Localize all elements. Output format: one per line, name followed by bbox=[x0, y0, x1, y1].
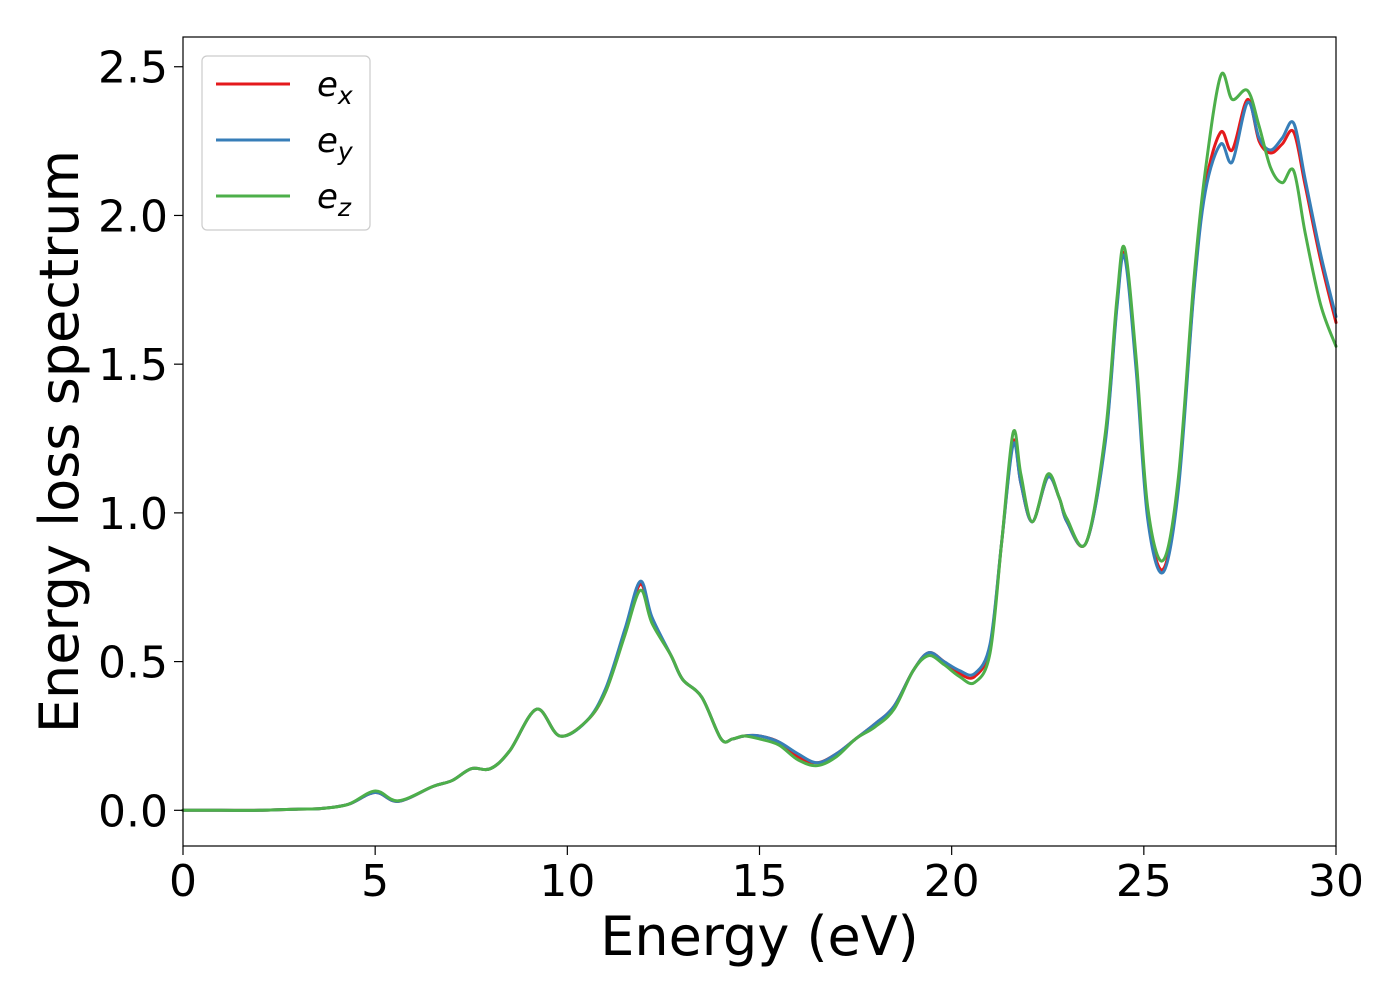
x-tick-label: 25 bbox=[1116, 856, 1172, 907]
x-tick-label: 30 bbox=[1308, 856, 1364, 907]
series-line-z bbox=[181, 71, 1338, 812]
x-tick-label: 5 bbox=[361, 856, 389, 907]
y-tick-label: 1.5 bbox=[98, 340, 168, 391]
plot-area bbox=[183, 37, 1336, 846]
y-axis: 0.0 0.5 1.0 1.5 2.0 2.5 bbox=[98, 43, 183, 837]
y-tick-label: 2.0 bbox=[98, 191, 168, 242]
legend-frame bbox=[201, 55, 371, 231]
legend-label-z: ez bbox=[317, 177, 352, 222]
x-tick-label: 10 bbox=[539, 856, 595, 907]
x-tick-label: 15 bbox=[732, 856, 788, 907]
legend: ex ey ez bbox=[201, 55, 371, 231]
y-tick-label: 2.5 bbox=[98, 43, 168, 94]
legend-label-y: ey bbox=[317, 121, 354, 166]
x-axis-title: Energy (eV) bbox=[600, 905, 919, 968]
series-group bbox=[181, 71, 1338, 812]
x-axis: 0 5 10 15 20 25 30 bbox=[169, 846, 1364, 907]
y-tick-label: 1.0 bbox=[98, 489, 168, 540]
legend-label-x: ex bbox=[317, 65, 353, 110]
y-tick-label: 0.0 bbox=[98, 786, 168, 837]
y-tick-label: 0.5 bbox=[98, 638, 168, 689]
x-tick-label: 20 bbox=[924, 856, 980, 907]
x-tick-label: 0 bbox=[169, 856, 197, 907]
y-axis-title: Energy loss spectrum bbox=[28, 150, 91, 733]
